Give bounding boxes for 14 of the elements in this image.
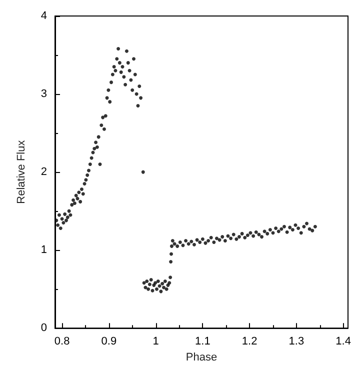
y-tick-label: 1 (40, 244, 47, 256)
y-axis-title: Relative Flux (16, 140, 28, 204)
x-tick-label: 0.8 (54, 336, 70, 348)
y-tick-label: 4 (40, 10, 47, 22)
y-tick-label: 2 (40, 166, 47, 178)
x-axis-title: Phase (186, 352, 218, 364)
x-tick-label: 1 (152, 336, 159, 348)
x-tick-label: 1.1 (195, 336, 210, 348)
y-tick-label: 0 (40, 322, 47, 334)
y-tick-label: 3 (40, 88, 47, 100)
x-tick-label: 1.3 (288, 336, 304, 348)
x-tick-label: 1.2 (242, 336, 258, 348)
x-tick-label: 0.9 (101, 336, 117, 348)
x-tick-label: 1.4 (336, 336, 351, 348)
